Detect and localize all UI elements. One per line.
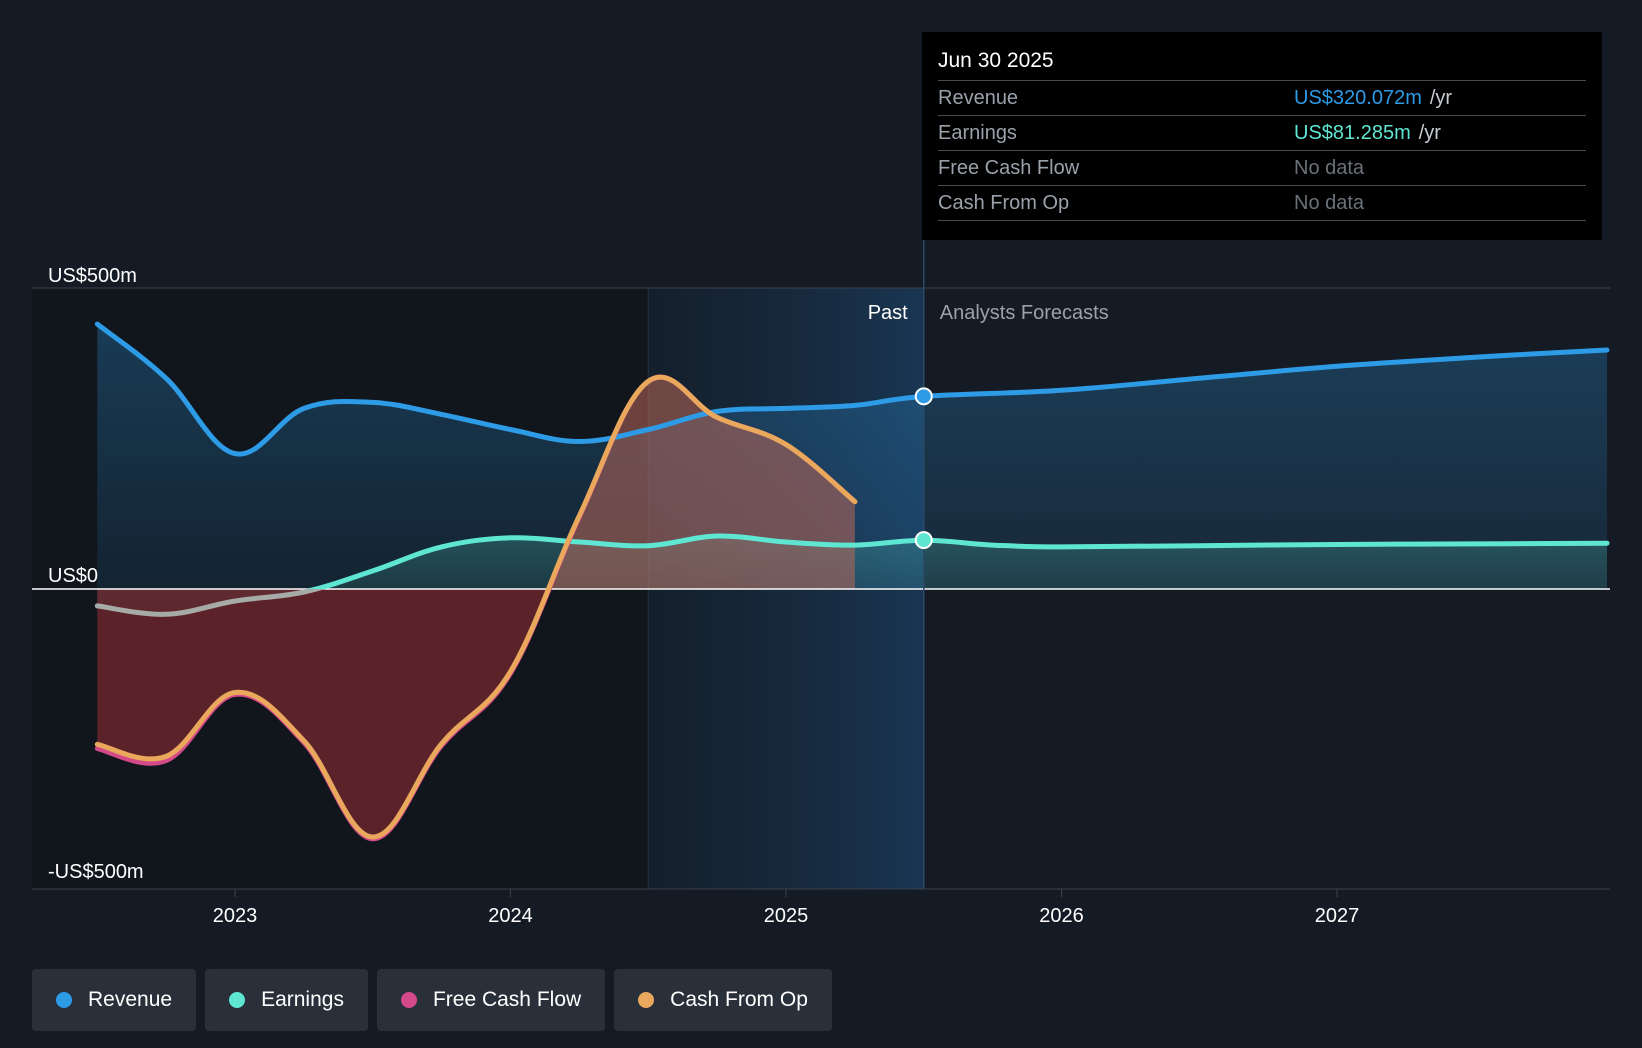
cash-from-op-negative-fill (97, 589, 855, 838)
legend-item-free-cash-flow[interactable]: Free Cash Flow (376, 969, 606, 1031)
y-axis-tick-label: -US$500m (48, 861, 144, 883)
revenue-area-fill (97, 324, 1607, 589)
legend-item-earnings[interactable]: Earnings (205, 969, 368, 1031)
earnings-line[interactable] (97, 533, 1610, 614)
tooltip-value: No data (1294, 192, 1365, 214)
tooltip-label: Earnings (938, 122, 1017, 144)
revenue-dot-icon (56, 992, 72, 1008)
legend-label: Cash From Op (670, 988, 808, 1011)
x-axis-tick-label: 2026 (1039, 905, 1084, 927)
x-axis-tick-label: 2023 (213, 905, 258, 927)
earnings-dot-icon (229, 992, 246, 1008)
tooltip-unit: /yr (1429, 87, 1453, 109)
x-axis-tick-label: 2024 (488, 905, 533, 927)
cash-from-op-positive-fill (97, 377, 855, 589)
revenue-highlight-point[interactable] (914, 387, 933, 406)
tooltip-date: Jun 30 2025 (938, 46, 1586, 81)
y-axis-tick-label: US$500m (48, 265, 137, 287)
chart-tooltip: Jun 30 2025 Revenue US$320.072m /yr Earn… (922, 32, 1602, 240)
legend-label: Revenue (88, 988, 173, 1011)
tooltip-label: Revenue (938, 87, 1019, 109)
tooltip-row-earnings: Earnings US$81.285m /yr (938, 116, 1586, 151)
earnings-highlight-point[interactable] (914, 531, 933, 550)
tooltip-value: No data (1294, 157, 1365, 179)
legend-item-cash-from-op[interactable]: Cash From Op (614, 969, 832, 1031)
tooltip-row-free-cash-flow: Free Cash Flow No data (938, 151, 1586, 186)
x-axis-tick-label: 2025 (764, 905, 809, 927)
revenue-line[interactable] (94, 321, 1610, 457)
tooltip-unit: /yr (1418, 122, 1441, 144)
legend-item-revenue[interactable]: Revenue (32, 969, 197, 1031)
chart-legend: Revenue Earnings Free Cash Flow Cash Fro… (32, 969, 832, 1031)
tooltip-value: US$320.072m (1294, 87, 1422, 109)
cash-from-op-line[interactable] (94, 374, 858, 840)
tooltip-label: Cash From Op (938, 192, 1070, 214)
y-axis-tick-label: US$0 (48, 565, 98, 587)
earnings-line-negative[interactable] (94, 536, 1607, 617)
tooltip-label: Free Cash Flow (938, 157, 1080, 179)
cash-from-op-dot-icon (638, 992, 655, 1008)
tooltip-row-cash-from-op: Cash From Op No data (938, 186, 1586, 221)
tooltip-value: US$81.285m (1294, 122, 1411, 144)
x-axis-tick-label: 2027 (1315, 905, 1360, 927)
legend-label: Earnings (261, 988, 344, 1011)
tooltip-row-revenue: Revenue US$320.072m /yr (938, 81, 1586, 116)
free-cash-flow-dot-icon (400, 992, 417, 1008)
analysts-forecasts-label: Analysts Forecasts (940, 302, 1109, 324)
legend-label: Free Cash Flow (432, 988, 582, 1011)
past-label: Past (868, 302, 908, 324)
